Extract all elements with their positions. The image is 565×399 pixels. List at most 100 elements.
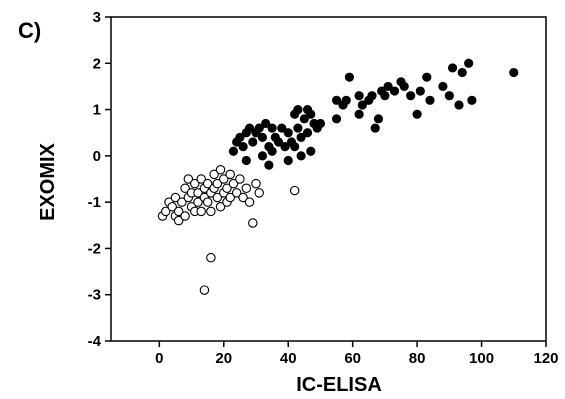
data-point-filled — [283, 155, 293, 166]
data-point-filled — [457, 67, 467, 78]
y-tick-label: 1 — [93, 102, 101, 119]
data-point-open — [244, 197, 255, 207]
data-point-filled — [354, 91, 364, 101]
data-point-open — [235, 174, 245, 184]
data-point-open — [241, 183, 252, 194]
data-point-filled — [244, 123, 255, 133]
data-point-filled — [296, 151, 306, 161]
data-point-open — [251, 178, 261, 189]
data-point-open — [180, 211, 190, 221]
data-point-filled — [399, 81, 409, 92]
data-point-filled — [389, 86, 400, 96]
data-point-filled — [267, 146, 277, 156]
data-point-filled — [264, 160, 274, 170]
data-point-open — [202, 197, 213, 207]
x-tick-label: 20 — [215, 350, 232, 367]
data-point-filled — [373, 114, 384, 124]
data-point-filled — [299, 114, 309, 124]
data-point-filled — [341, 95, 351, 105]
data-point-filled — [444, 91, 454, 101]
data-point-filled — [277, 123, 287, 133]
data-point-filled — [267, 123, 277, 133]
data-points — [157, 58, 519, 295]
data-point-filled — [331, 95, 342, 105]
data-point-open — [222, 183, 232, 194]
data-point-open — [238, 192, 248, 203]
data-point-open — [173, 206, 184, 217]
y-tick-label: -4 — [88, 333, 102, 350]
y-tick-label: -3 — [88, 287, 101, 304]
x-tick-label: 60 — [344, 350, 361, 367]
data-point-open — [196, 174, 206, 184]
data-point-open — [190, 178, 200, 189]
x-tick-label: 80 — [409, 350, 426, 367]
data-point-open — [212, 178, 223, 189]
panel-label: C) — [18, 18, 41, 43]
data-point-open — [225, 192, 235, 203]
data-point-filled — [406, 91, 416, 101]
data-point-open — [199, 285, 210, 295]
data-point-filled — [238, 142, 248, 152]
data-point-open — [219, 174, 229, 184]
data-point-filled — [293, 104, 303, 115]
x-tick-label: 40 — [280, 350, 297, 367]
data-point-open — [177, 197, 187, 207]
x-axis-title: IC-ELISA — [296, 374, 382, 396]
data-point-open — [212, 192, 223, 203]
data-point-filled — [438, 81, 448, 92]
data-point-filled — [235, 132, 245, 142]
data-point-open — [206, 206, 216, 217]
data-point-filled — [306, 109, 316, 119]
plot-area — [110, 16, 547, 342]
data-point-filled — [280, 142, 290, 152]
data-point-open — [231, 188, 242, 198]
data-point-filled — [228, 146, 239, 156]
data-point-filled — [283, 128, 293, 138]
data-point-filled — [383, 81, 393, 92]
data-point-open — [167, 202, 177, 212]
data-point-filled — [248, 137, 258, 147]
data-point-open — [193, 188, 203, 198]
data-point-filled — [302, 128, 313, 138]
data-point-filled — [415, 86, 425, 96]
data-point-open — [173, 215, 184, 226]
data-point-filled — [261, 118, 271, 129]
data-point-filled — [412, 109, 422, 119]
data-point-filled — [331, 114, 342, 124]
y-tick-label: 0 — [93, 148, 101, 165]
y-tick-label: 2 — [93, 55, 101, 72]
x-tick-label: 0 — [155, 350, 163, 367]
data-point-open — [196, 206, 206, 217]
x-axis: 0 20 40 60 80 100 120 — [155, 341, 559, 367]
data-point-open — [170, 192, 181, 203]
data-point-open — [206, 252, 216, 263]
data-point-filled — [290, 142, 300, 152]
data-point-filled — [370, 123, 380, 133]
x-tick-label: 120 — [533, 350, 558, 367]
data-point-open — [209, 169, 219, 180]
data-point-filled — [254, 123, 264, 133]
data-point-filled — [315, 118, 326, 129]
data-point-filled — [344, 72, 355, 82]
data-point-filled — [367, 91, 377, 101]
data-point-open — [161, 206, 171, 217]
data-point-filled — [357, 100, 367, 110]
data-point-filled — [354, 109, 364, 119]
data-point-filled — [273, 137, 284, 147]
data-point-filled — [257, 151, 268, 161]
data-point-filled — [293, 123, 303, 133]
data-point-filled — [296, 132, 306, 142]
data-point-filled — [241, 155, 251, 166]
x-tick-label: 100 — [469, 350, 494, 367]
data-point-open — [228, 178, 239, 189]
y-axis: -4 -3 -2 -1 0 1 2 3 — [88, 9, 111, 350]
data-point-open — [248, 218, 258, 228]
data-point-filled — [380, 91, 390, 101]
y-axis-title: EXOMIX — [37, 142, 59, 220]
y-tick-label: 3 — [93, 9, 101, 26]
plot-frame — [110, 16, 547, 342]
data-point-open — [183, 174, 194, 184]
data-point-filled — [422, 72, 432, 82]
data-point-filled — [257, 132, 268, 142]
